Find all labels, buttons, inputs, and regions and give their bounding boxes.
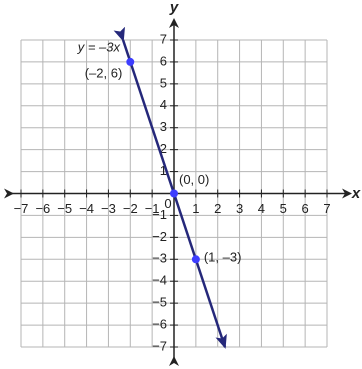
x-tick-label: 1 [192,201,199,216]
y-tick-label: 4 [160,97,167,112]
y-tick-label: 5 [160,75,167,90]
x-tick-label: 3 [236,201,243,216]
y-tick-label: 3 [160,119,167,134]
y-tick-label: −5 [152,295,167,310]
x-tick-label: 5 [280,201,287,216]
x-tick-label: −4 [79,201,94,216]
x-tick-label: −5 [57,201,72,216]
axes [4,18,352,366]
y-tick-label: 7 [160,31,167,46]
point-label: (–2, 6) [85,65,123,80]
x-axis-title: x [351,185,361,202]
y-tick-label: −4 [152,273,167,288]
y-tick-label: −1 [152,207,167,222]
y-tick-label: −7 [152,338,167,353]
x-tick-label: −7 [14,201,29,216]
point [191,255,200,264]
point [170,189,178,198]
x-tick-label: 4 [258,201,265,216]
y-tick-label: −3 [152,251,167,266]
x-tick-label: 6 [302,201,309,216]
x-tick-label: 7 [323,201,330,216]
x-tick-label: −2 [123,201,138,216]
y-tick-label: −6 [152,317,167,332]
x-tick-label: −3 [101,201,116,216]
y-axis-title: y [169,0,179,16]
y-tick-label: −2 [152,229,167,244]
point-label: (0, 0) [179,172,209,187]
x-tick-label: 2 [214,201,221,216]
equation-label: y = –3x [77,39,121,54]
point [126,57,135,66]
y-tick-label: 6 [160,53,167,68]
point-label: (1, –3) [204,250,242,265]
x-tick-label: −6 [35,201,50,216]
